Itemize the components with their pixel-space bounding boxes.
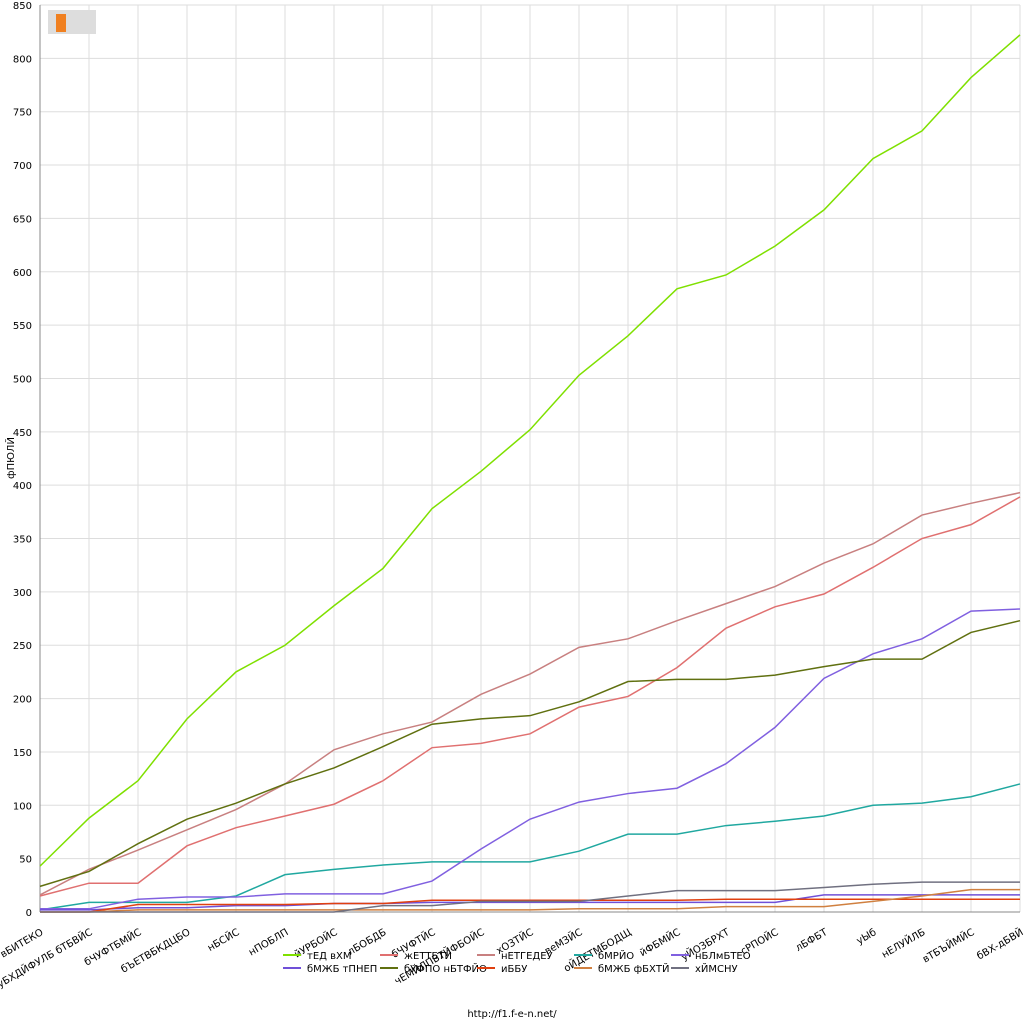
y-tick-label: 100	[13, 801, 32, 812]
legend-label: нЕТГЕДЕУ	[501, 951, 553, 962]
y-tick-label: 400	[13, 481, 32, 492]
footer: http://f1.f-e-n.net/	[467, 1009, 557, 1020]
y-tick-label: 850	[13, 1, 32, 12]
series-line	[39, 619, 1021, 888]
y-tick-label: 200	[13, 695, 32, 706]
legend-label: нБЛмБТЕО	[695, 951, 751, 962]
y-tick-label: 700	[13, 161, 32, 172]
y-tick-label: 0	[26, 908, 32, 919]
y-tick-label: 50	[19, 855, 32, 866]
x-tick-label: уЫб	[855, 927, 879, 947]
x-tick-label: нБСЙС	[205, 925, 242, 954]
y-tick-label: 150	[13, 748, 32, 759]
y-tick-label: 350	[13, 535, 32, 546]
legend-label: бМРЙО	[598, 949, 634, 962]
series-line	[40, 898, 1020, 913]
y-axis-label: фПЮЛЙ	[4, 437, 17, 479]
legend-label: бУФПО нБТФЙО	[404, 962, 487, 975]
y-tick-label: 250	[13, 641, 32, 652]
legend-label: хЙМСНУ	[695, 962, 738, 975]
series-line	[40, 881, 1020, 913]
legend-label: иББУ	[501, 964, 527, 975]
legend-label: бМЖБ тПНЕП	[307, 964, 377, 975]
x-tick-label: уБХДЙФУЛБ бТБВЙС	[0, 925, 95, 990]
x-tick-label: нПОБЛП	[247, 927, 290, 958]
x-tick-label: вТБЪЙМЙС	[920, 925, 977, 965]
series-line	[39, 496, 1021, 897]
y-tick-label: 450	[13, 428, 32, 439]
legend-label: жЕТТБТЙ	[404, 949, 452, 962]
y-tick-label: 650	[13, 214, 32, 225]
legend-label: бМЖБ фБХТЙ	[598, 962, 669, 975]
series-line	[39, 783, 1021, 911]
y-tick-label: 300	[13, 588, 32, 599]
x-tick-label: лБОБДБ	[346, 927, 389, 958]
x-tick-label: бВХ-дБВЙ	[974, 925, 1024, 962]
series-line	[40, 894, 1020, 911]
logo-mark	[56, 14, 66, 32]
x-tick-label: лБФБТ	[794, 927, 830, 954]
legend-label: тЕД вХМ	[307, 951, 352, 962]
y-tick-label: 750	[13, 108, 32, 119]
series-line	[40, 888, 1020, 913]
y-tick-label: 500	[13, 374, 32, 385]
series-line	[39, 491, 1021, 896]
y-tick-label: 800	[13, 54, 32, 65]
y-tick-label: 600	[13, 268, 32, 279]
series-line	[39, 34, 1021, 867]
y-tick-label: 550	[13, 321, 32, 332]
